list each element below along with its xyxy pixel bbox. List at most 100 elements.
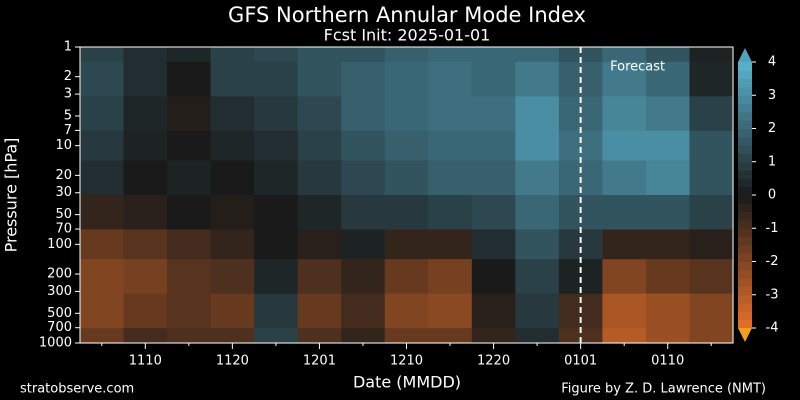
colorbar-band <box>738 253 752 262</box>
field-cell <box>689 195 734 231</box>
field-cell <box>167 47 212 63</box>
field-cell <box>384 195 429 231</box>
field-cell <box>254 229 299 260</box>
field-cell <box>80 61 125 97</box>
colorbar-band <box>738 70 752 80</box>
field-cell <box>123 160 168 196</box>
field-cell <box>384 96 429 132</box>
colorbar-band <box>738 244 752 254</box>
field-cell <box>341 328 386 344</box>
colorbar-band <box>738 145 752 154</box>
field-cell <box>123 195 168 231</box>
field-cell <box>254 160 299 196</box>
y-tick-label: 10 <box>55 138 72 153</box>
field-cell <box>428 96 473 132</box>
field-cell <box>602 195 647 231</box>
field-cell <box>471 229 516 260</box>
colorbar-band <box>738 261 752 271</box>
y-tick-label: 100 <box>47 237 72 252</box>
field-cell <box>689 328 734 344</box>
field-cell <box>210 195 255 231</box>
field-cell <box>645 96 691 132</box>
field-cell <box>341 229 386 260</box>
x-tick-label: 0101 <box>564 354 597 369</box>
field-cell <box>254 195 299 231</box>
field-cell <box>602 328 647 344</box>
colorbar-band <box>738 195 752 204</box>
y-tick-label: 3 <box>64 87 72 102</box>
colorbar-band <box>738 203 752 213</box>
y-tick-label: 1000 <box>39 336 72 351</box>
field-cell <box>645 259 691 295</box>
field-cell <box>471 47 516 63</box>
field-cell <box>515 61 560 97</box>
field-cell <box>645 160 691 196</box>
y-tick-label: 700 <box>47 320 72 335</box>
field-cell <box>297 61 342 97</box>
field-cell <box>123 96 168 132</box>
x-tick-label: 1210 <box>390 354 423 369</box>
field-cell <box>254 259 299 295</box>
y-tick-label: 20 <box>55 168 72 183</box>
colorbar-band <box>738 211 752 221</box>
y-tick-label: 200 <box>47 267 72 282</box>
chart-title: GFS Northern Annular Mode Index <box>228 3 586 27</box>
colorbar-band <box>738 128 752 138</box>
field-cell <box>80 328 125 344</box>
field-cell <box>297 47 342 63</box>
field-cell <box>602 229 647 260</box>
field-cell <box>645 130 691 162</box>
field-cell <box>689 47 734 63</box>
field-cell <box>254 96 299 132</box>
colorbar-extend-top <box>738 48 752 62</box>
field-cell <box>428 328 473 344</box>
field-cell <box>80 229 125 260</box>
field-cell <box>384 47 429 63</box>
field-cell <box>515 47 560 63</box>
colorbar-band <box>738 286 752 296</box>
field-cell <box>167 293 212 329</box>
field-cell <box>689 160 734 196</box>
colorbar-band <box>738 111 752 121</box>
field-cell <box>254 130 299 162</box>
y-axis-label: Pressure [hPa] <box>2 138 21 253</box>
field-cell <box>515 96 560 132</box>
colorbar-tick-label: 0 <box>768 188 776 203</box>
chart-subtitle: Fcst Init: 2025-01-01 <box>324 26 491 45</box>
y-tick-label: 7 <box>64 123 72 138</box>
field-cell <box>602 47 647 63</box>
field-cell <box>80 293 125 329</box>
field-cell <box>689 96 734 132</box>
x-tick-label: 0110 <box>651 354 684 369</box>
field-cell <box>341 293 386 329</box>
field-cell <box>645 293 691 329</box>
field-cell <box>297 328 342 344</box>
field-cell <box>297 96 342 132</box>
field-cell <box>167 229 212 260</box>
colorbar-band <box>738 278 752 287</box>
colorbar-band <box>738 95 752 105</box>
field-cell <box>428 229 473 260</box>
colorbar-band <box>738 62 752 71</box>
field-cell <box>254 61 299 97</box>
y-tick-label: 2 <box>64 69 72 84</box>
field-cell <box>210 293 255 329</box>
field-cell <box>558 47 603 63</box>
field-cell <box>341 96 386 132</box>
field-cell <box>297 130 342 162</box>
colorbar-tick-label: 1 <box>768 154 776 169</box>
field-cell <box>645 328 691 344</box>
y-tick-label: 30 <box>55 185 72 200</box>
field-cell <box>123 293 168 329</box>
field-cell <box>471 293 516 329</box>
colorbar-tick-label: -4 <box>766 321 779 336</box>
field-cell <box>471 61 516 97</box>
colorbar-tick-label: -3 <box>766 287 779 302</box>
field-cell <box>515 259 560 295</box>
field-cell <box>645 47 691 63</box>
colorbar-band <box>738 319 752 329</box>
field-cell <box>341 195 386 231</box>
colorbar-band <box>738 303 752 312</box>
colorbar-band <box>738 236 752 246</box>
